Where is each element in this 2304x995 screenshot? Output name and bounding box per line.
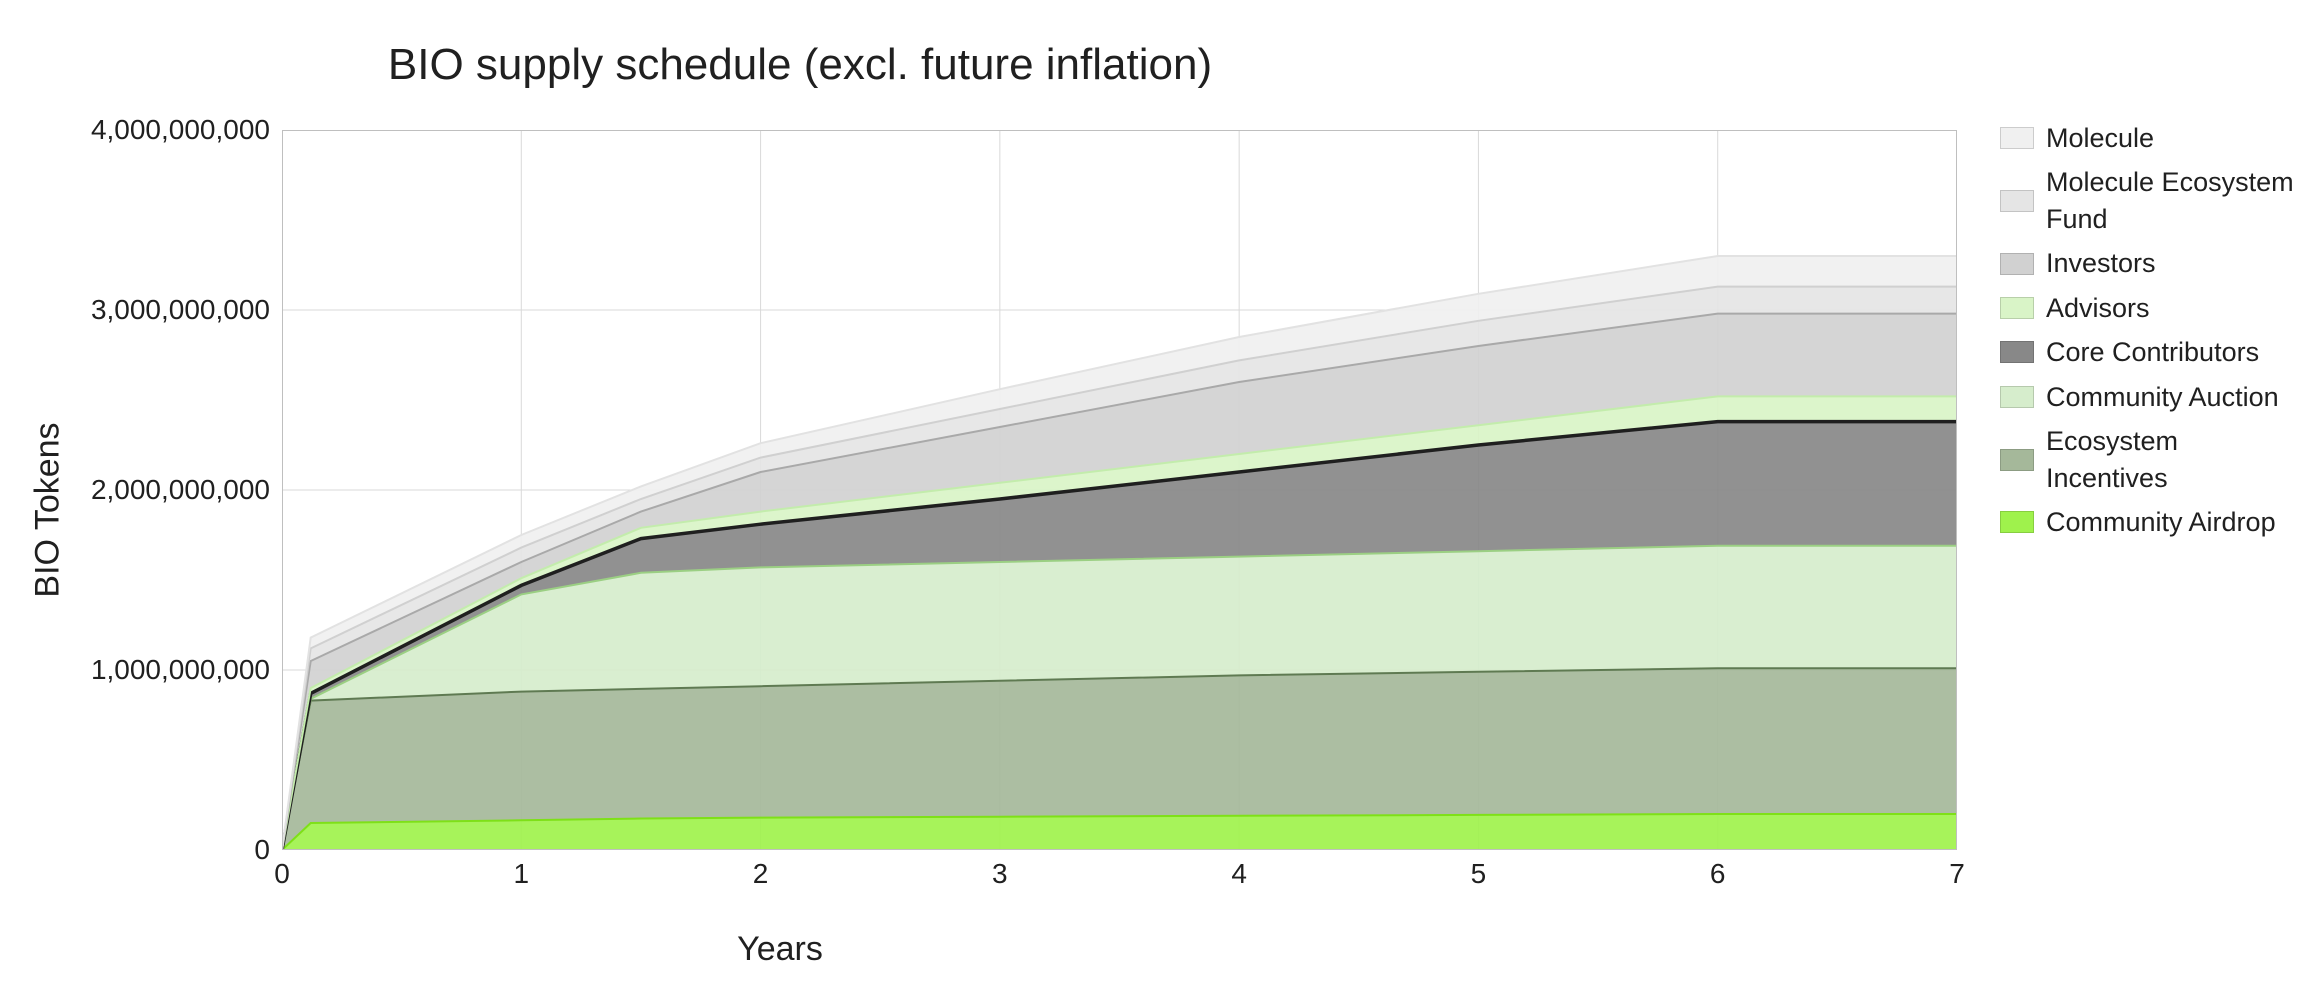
- y-tick-label: 4,000,000,000: [91, 114, 270, 146]
- legend-label: Community Airdrop: [2046, 504, 2276, 540]
- legend-swatch: [2000, 190, 2034, 212]
- x-tick-label: 5: [1471, 858, 1487, 890]
- legend-swatch: [2000, 253, 2034, 275]
- legend-label: Community Auction: [2046, 379, 2279, 415]
- x-tick-label: 0: [274, 858, 290, 890]
- legend-swatch: [2000, 511, 2034, 533]
- legend-label: Core Contributors: [2046, 334, 2259, 370]
- legend-item: Community Auction: [2000, 379, 2304, 415]
- legend: Molecule Molecule Ecosystem Fund Investors…: [2000, 120, 2304, 548]
- x-tick-label: 1: [513, 858, 529, 890]
- legend-label: Investors: [2046, 245, 2156, 281]
- x-tick-label: 4: [1231, 858, 1247, 890]
- legend-swatch: [2000, 297, 2034, 319]
- legend-label: Molecule Ecosystem Fund: [2046, 164, 2304, 237]
- y-tick-label: 3,000,000,000: [91, 294, 270, 326]
- legend-label: Molecule: [2046, 120, 2154, 156]
- legend-item: Molecule Ecosystem Fund: [2000, 164, 2304, 237]
- x-tick-label: 6: [1710, 858, 1726, 890]
- chart-title: BIO supply schedule (excl. future inflat…: [0, 40, 1600, 90]
- legend-swatch: [2000, 386, 2034, 408]
- legend-swatch: [2000, 127, 2034, 149]
- legend-label: Ecosystem Incentives: [2046, 423, 2304, 496]
- legend-swatch: [2000, 449, 2034, 471]
- legend-swatch: [2000, 341, 2034, 363]
- x-tick-label: 3: [992, 858, 1008, 890]
- y-tick-label: 2,000,000,000: [91, 474, 270, 506]
- y-axis-label: BIO Tokens: [29, 422, 68, 597]
- y-tick-label: 0: [254, 834, 270, 866]
- x-axis-label: Years: [737, 930, 823, 969]
- legend-item: Advisors: [2000, 290, 2304, 326]
- legend-label: Advisors: [2046, 290, 2150, 326]
- legend-item: Core Contributors: [2000, 334, 2304, 370]
- legend-item: Community Airdrop: [2000, 504, 2304, 540]
- legend-item: Molecule: [2000, 120, 2304, 156]
- chart-svg: [282, 130, 1957, 850]
- y-tick-label: 1,000,000,000: [91, 654, 270, 686]
- x-tick-label: 7: [1949, 858, 1965, 890]
- x-tick-label: 2: [753, 858, 769, 890]
- plot-area: 01,000,000,0002,000,000,0003,000,000,000…: [282, 130, 1957, 850]
- legend-item: Ecosystem Incentives: [2000, 423, 2304, 496]
- legend-item: Investors: [2000, 245, 2304, 281]
